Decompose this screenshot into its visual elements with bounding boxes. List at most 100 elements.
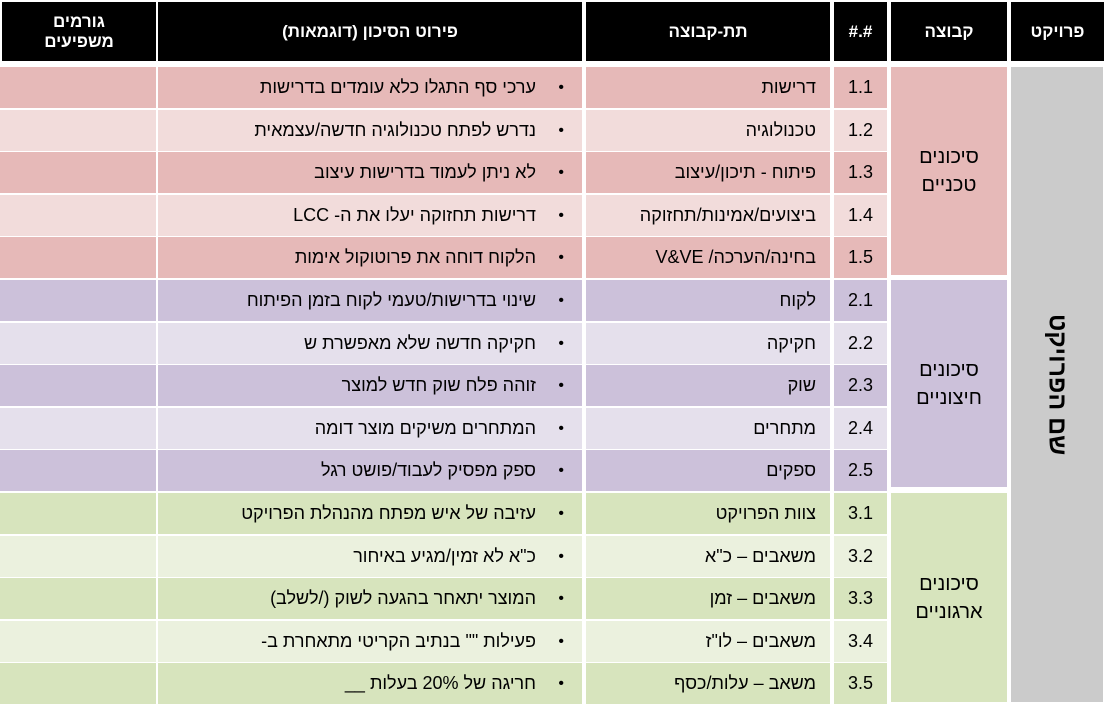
factors-cell	[0, 280, 156, 321]
detail-text: ספק מפסיק לעבוד/פושט רגל	[321, 460, 536, 480]
detail-cell: • חקיקה חדשה שלא מאפשרת ש	[158, 323, 582, 364]
detail-text: זוהה פלח שוק חדש למוצר	[341, 375, 536, 395]
group-label: סיכונים חיצוניים	[916, 358, 982, 409]
header-subgroup: תת-קבוצה	[586, 2, 830, 61]
subgroup-cell: משאבים – זמן	[586, 578, 830, 619]
detail-cell: • זוהה פלח שוק חדש למוצר	[158, 365, 582, 406]
detail-cell: • עזיבה של איש מפתח מהנהלת הפרויקט	[158, 493, 582, 534]
bullet-icon: •	[558, 419, 564, 437]
project-name-cell: שם הפרויקט	[1011, 67, 1103, 702]
subgroup-cell: ביצועים/אמינות/תחזוקה	[586, 195, 830, 236]
subgroup-cell: שוק	[586, 365, 830, 406]
bullet-icon: •	[558, 504, 564, 522]
detail-text: פעילות "" בנתיב הקריטי מתאחרת ב-	[261, 631, 536, 651]
table-row: • ערכי סף התגלו כלא עומדים בדרישות דרישות 1…	[0, 67, 1007, 108]
detail-cell: • לא ניתן לעמוד בדרישות עיצוב	[158, 152, 582, 193]
group-label: סיכונים ארגוניים	[915, 572, 983, 623]
table-row: • חקיקה חדשה שלא מאפשרת ש חקיקה 2.2	[0, 323, 1007, 364]
bullet-icon: •	[558, 334, 564, 352]
detail-text: לא ניתן לעמוד בדרישות עיצוב	[314, 162, 536, 182]
number-cell: 1.5	[834, 237, 887, 278]
number-cell: 2.4	[834, 408, 887, 449]
subgroup-cell: ספקים	[586, 450, 830, 491]
number-cell: 3.5	[834, 663, 887, 704]
bullet-icon: •	[558, 121, 564, 139]
number-cell: 2.1	[834, 280, 887, 321]
detail-cell: • הלקוח דוחה את פרוטוקול אימות	[158, 237, 582, 278]
number-cell: 3.3	[834, 578, 887, 619]
bullet-icon: •	[558, 291, 564, 309]
table-row: • ספק מפסיק לעבוד/פושט רגל ספקים 2.5	[0, 450, 1007, 491]
table-row: • שינוי בדרישות/טעמי לקוח בזמן הפיתוח לקוח…	[0, 280, 1007, 321]
detail-text: דרישות תחזוקה יעלו את ה- LCC	[293, 205, 536, 225]
number-cell: 2.5	[834, 450, 887, 491]
detail-text: ערכי סף התגלו כלא עומדים בדרישות	[259, 77, 536, 97]
factors-cell	[0, 536, 156, 577]
bullet-icon: •	[558, 461, 564, 479]
group-technical: סיכונים טכניים	[891, 67, 1007, 275]
header-factors: גורמים משפיעים	[2, 2, 156, 61]
detail-cell: • כ"א לא זמין/מגיע באיחור	[158, 536, 582, 577]
number-cell: 2.3	[834, 365, 887, 406]
detail-cell: • חריגה של 20% בעלות __	[158, 663, 582, 704]
detail-cell: • ערכי סף התגלו כלא עומדים בדרישות	[158, 67, 582, 108]
bullet-icon: •	[558, 674, 564, 692]
table-row: • הלקוח דוחה את פרוטוקול אימות בחינה/הערכה…	[0, 237, 1007, 278]
number-cell: 2.2	[834, 323, 887, 364]
detail-cell: • פעילות "" בנתיב הקריטי מתאחרת ב-	[158, 621, 582, 662]
detail-cell: • המוצר יתאחר בהגעה לשוק (/לשלב)	[158, 578, 582, 619]
subgroup-cell: פיתוח - תיכון/עיצוב	[586, 152, 830, 193]
table-row: • המתחרים משיקים מוצר דומה מתחרים 2.4	[0, 408, 1007, 449]
group-organizational: סיכונים ארגוניים	[891, 493, 1007, 702]
detail-text: שינוי בדרישות/טעמי לקוח בזמן הפיתוח	[246, 290, 536, 310]
table-row: • כ"א לא זמין/מגיע באיחור משאבים – כ"א 3.2	[0, 536, 1007, 577]
subgroup-cell: חקיקה	[586, 323, 830, 364]
detail-text: כ"א לא זמין/מגיע באיחור	[353, 546, 536, 566]
factors-cell	[0, 578, 156, 619]
detail-cell: • נדרש לפתח טכנולוגיה חדשה/עצמאית	[158, 110, 582, 151]
table-row: • דרישות תחזוקה יעלו את ה- LCC ביצועים/אמי…	[0, 195, 1007, 236]
factors-cell	[0, 152, 156, 193]
detail-cell: • ספק מפסיק לעבוד/פושט רגל	[158, 450, 582, 491]
factors-cell	[0, 365, 156, 406]
factors-cell	[0, 67, 156, 108]
bullet-icon: •	[558, 589, 564, 607]
number-cell: 3.1	[834, 493, 887, 534]
factors-cell	[0, 450, 156, 491]
subgroup-cell: טכנולוגיה	[586, 110, 830, 151]
group-external: סיכונים חיצוניים	[891, 280, 1007, 487]
bullet-icon: •	[558, 376, 564, 394]
subgroup-cell: מתחרים	[586, 408, 830, 449]
factors-cell	[0, 663, 156, 704]
detail-cell: • דרישות תחזוקה יעלו את ה- LCC	[158, 195, 582, 236]
number-cell: 1.4	[834, 195, 887, 236]
header-project: פרויקט	[1011, 2, 1104, 61]
table-row: • זוהה פלח שוק חדש למוצר שוק 2.3	[0, 365, 1007, 406]
detail-text: הלקוח דוחה את פרוטוקול אימות	[294, 247, 536, 267]
detail-text: המתחרים משיקים מוצר דומה	[314, 418, 536, 438]
group-label: סיכונים טכניים	[919, 146, 979, 196]
bullet-icon: •	[558, 248, 564, 266]
project-name: שם הפרויקט	[1043, 313, 1072, 456]
table-row: • נדרש לפתח טכנולוגיה חדשה/עצמאית טכנולוגי…	[0, 110, 1007, 151]
number-cell: 3.2	[834, 536, 887, 577]
header-group: קבוצה	[891, 2, 1007, 61]
number-cell: 1.2	[834, 110, 887, 151]
table-row: • המוצר יתאחר בהגעה לשוק (/לשלב) משאבים – …	[0, 578, 1007, 619]
factors-cell	[0, 493, 156, 534]
factors-cell	[0, 237, 156, 278]
table-row: • עזיבה של איש מפתח מהנהלת הפרויקט צוות הפ…	[0, 493, 1007, 534]
bullet-icon: •	[558, 78, 564, 96]
detail-text: עזיבה של איש מפתח מהנהלת הפרויקט	[241, 503, 536, 523]
detail-cell: • המתחרים משיקים מוצר דומה	[158, 408, 582, 449]
detail-text: המוצר יתאחר בהגעה לשוק (/לשלב)	[270, 588, 536, 608]
detail-cell: • שינוי בדרישות/טעמי לקוח בזמן הפיתוח	[158, 280, 582, 321]
detail-text: נדרש לפתח טכנולוגיה חדשה/עצמאית	[254, 120, 536, 140]
subgroup-cell: צוות הפרויקט	[586, 493, 830, 534]
number-cell: 3.4	[834, 621, 887, 662]
header-number: #.#	[834, 2, 887, 61]
bullet-icon: •	[558, 547, 564, 565]
subgroup-cell: משאב – עלות/כסף	[586, 663, 830, 704]
subgroup-cell: בחינה/הערכה/ V&VE	[586, 237, 830, 278]
number-cell: 1.3	[834, 152, 887, 193]
